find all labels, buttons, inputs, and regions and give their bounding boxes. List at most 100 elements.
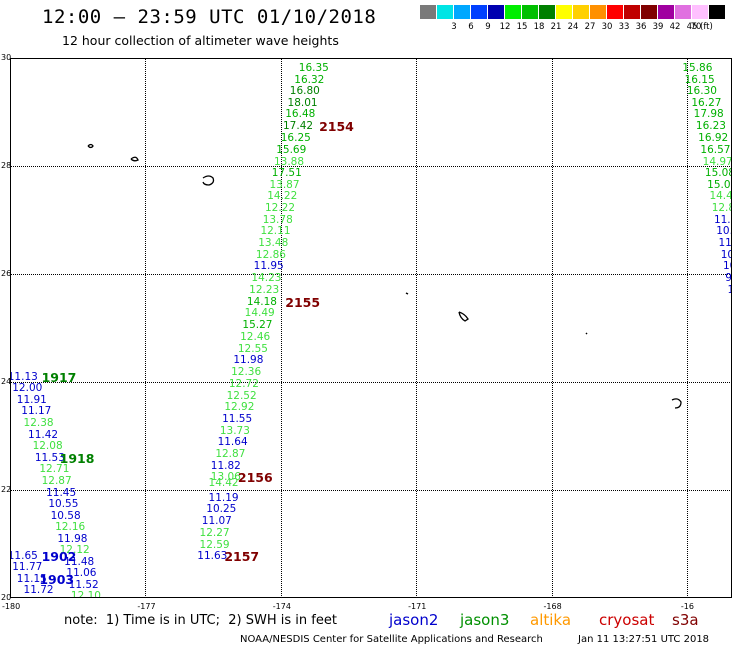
legend-label: 15 <box>516 22 528 32</box>
map-title: 12:00 — 23:59 UTC 01/10/2018 <box>42 6 377 28</box>
swh-value: 11.98 <box>57 532 88 545</box>
parallel-line <box>10 166 732 167</box>
swh-value: 14.49 <box>244 307 275 320</box>
lat-tick-label: 20 <box>1 593 12 602</box>
meridian-line <box>280 58 282 598</box>
island-5 <box>458 311 469 322</box>
legend-label: 12 <box>499 22 511 32</box>
parallel-line <box>10 382 732 383</box>
swh-value: 11.65 <box>10 549 38 562</box>
swh-value: 10.58 <box>50 509 81 522</box>
swh-value: 16.57 <box>700 143 731 156</box>
swh-value: 12.71 <box>39 463 70 476</box>
swh-value: 12.52 <box>226 389 257 402</box>
legend-swatch <box>675 5 691 19</box>
swh-value: 14.23 <box>251 272 282 285</box>
swh-value: 13.88 <box>273 155 305 168</box>
lon-tick-label: -171 <box>408 602 427 611</box>
swh-value: 12.16 <box>55 521 86 534</box>
swh-value: 12.88 <box>711 202 732 215</box>
legend-label: 6 <box>468 22 474 32</box>
pass-time-label: 1918 <box>59 450 95 466</box>
legend-swatch <box>692 5 708 19</box>
meridian-line <box>686 58 688 598</box>
swh-value: 11.13 <box>10 370 38 383</box>
lon-tick-label: -16 <box>680 602 694 611</box>
swh-value: 11.55 <box>222 412 253 425</box>
swh-value: 11.53 <box>34 451 65 464</box>
swh-value: 10.1 <box>720 249 732 262</box>
lon-tick-label: -168 <box>543 602 562 611</box>
swh-value: 13.06 <box>210 471 241 484</box>
lat-tick-label: 24 <box>1 377 12 386</box>
legend-swatch <box>420 5 436 19</box>
legend-swatch <box>556 5 572 19</box>
swh-value: 11.43 <box>713 214 732 226</box>
swh-value: 12.92 <box>224 400 255 413</box>
legend-swatch <box>539 5 555 19</box>
swh-value: 12.87 <box>215 447 246 460</box>
satellite-s3a: s3a <box>672 611 699 629</box>
swh-value: 11.23 <box>718 237 732 250</box>
island-7 <box>671 398 682 409</box>
lat-tick-label: 28 <box>1 161 12 170</box>
swh-value: 14.22 <box>267 190 298 203</box>
swh-value: 11.17 <box>21 405 52 418</box>
footer-note: note: 1) Time is in UTC; 2) SWH is in fe… <box>64 613 337 628</box>
swh-value: 16.30 <box>686 85 717 98</box>
pass-time-label: 2154 <box>319 119 354 135</box>
legend-swatch <box>658 5 674 19</box>
swh-value: 12.22 <box>264 202 296 215</box>
legend-swatch <box>488 5 504 19</box>
lat-tick-label: 26 <box>1 269 12 278</box>
legend-unit: (ft) <box>700 22 713 32</box>
swh-value: 16.32 <box>294 73 325 86</box>
lat-tick-label: 30 <box>1 53 12 62</box>
altimeter-map[interactable]: 16.35 16.32 16.80 18.01 16.48 17.42 16.25 15.69… <box>10 58 732 598</box>
swh-value: 12.38 <box>23 417 54 430</box>
legend-swatch <box>454 5 470 19</box>
swh-value: 9.9 <box>725 272 732 285</box>
swh-value: 11.19 <box>208 491 239 504</box>
legend-label: 30 <box>601 22 613 32</box>
swh-value: 14.97 <box>702 155 732 168</box>
swh-value: 11.95 <box>253 260 284 273</box>
swh-value: 11.15 <box>16 572 47 585</box>
island-2 <box>130 156 139 162</box>
legend-label: 9 <box>485 22 491 32</box>
map-subtitle: 12 hour collection of altimeter wave hei… <box>62 33 339 48</box>
swh-value: 14.18 <box>246 296 277 309</box>
swh-value: 14.47 <box>709 190 732 203</box>
meridian-line <box>145 58 147 598</box>
swh-value: 13.48 <box>258 237 289 250</box>
swh-value: 13.73 <box>219 424 250 437</box>
swh-value: 16.35 <box>298 61 329 74</box>
legend-swatch <box>641 5 657 19</box>
swh-value: 12.00 <box>12 381 43 394</box>
parallel-line <box>10 274 732 275</box>
swh-value: 10.9 <box>722 260 732 273</box>
legend-label: 18 <box>533 22 545 32</box>
swh-value: 15.04 <box>707 178 732 191</box>
swh-value: 15.08 <box>704 167 732 180</box>
lon-tick-label: -180 <box>2 602 21 611</box>
meridian-line <box>551 58 553 598</box>
swh-value: 16.48 <box>285 108 316 121</box>
swh-value: 12.11 <box>260 225 291 238</box>
legend-swatch <box>471 5 487 19</box>
swh-value: 11.48 <box>64 555 95 568</box>
legend-swatch <box>624 5 640 19</box>
swh-value: 11.98 <box>233 354 264 367</box>
pass-time-label: 1917 <box>41 369 77 385</box>
swh-value: 17.51 <box>271 167 302 180</box>
swh-value: 11.63 <box>197 550 228 563</box>
pass-time-label: 1902 <box>41 548 77 564</box>
swh-value: 12.27 <box>199 526 230 539</box>
generated-timestamp: Jan 11 13:27:51 UTC 2018 <box>578 634 710 645</box>
legend-label: 27 <box>584 22 596 32</box>
pass-time-label: 2157 <box>224 549 260 565</box>
swh-value: 12.86 <box>255 249 286 262</box>
pass-time-label: 2155 <box>285 295 321 311</box>
swh-value: 16.80 <box>289 85 320 98</box>
swh-value: 12.10 <box>70 589 101 598</box>
